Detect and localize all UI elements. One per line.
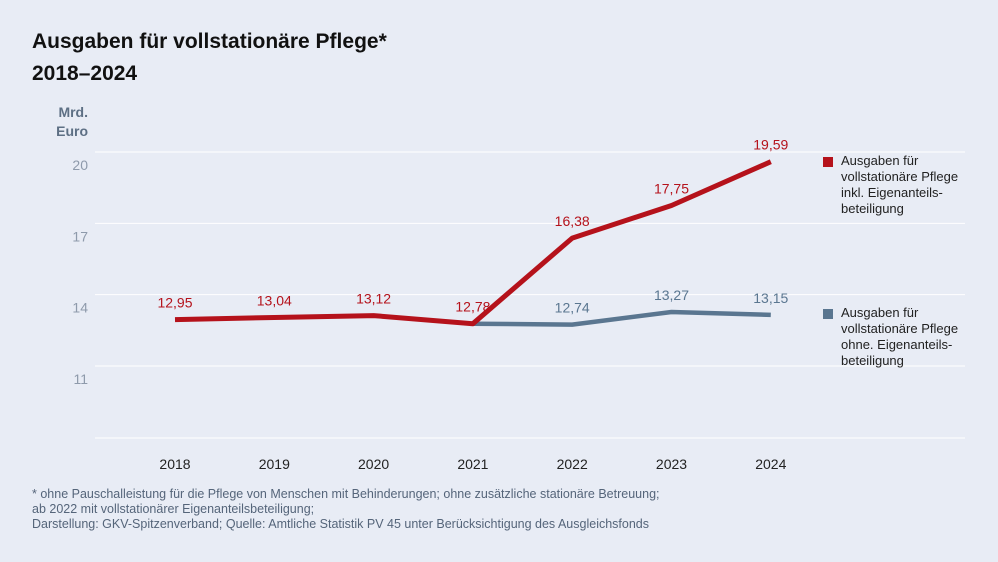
x-tick-label: 2020 [358,456,389,472]
legend-text: beteiligung [841,201,904,216]
data-label: 12,95 [157,295,192,311]
data-label: 17,75 [654,181,689,197]
x-tick-label: 2019 [259,456,290,472]
legend-item-ohne: Ausgaben für vollstationäre Pflege ohne.… [823,305,981,369]
series-line-inkl [174,159,772,327]
data-label: 19,59 [753,137,788,153]
y-tick-label: 14 [72,300,88,316]
legend-text: inkl. Eigenanteils- [841,185,943,200]
legend-text: Ausgaben für [841,153,919,168]
x-tick-label: 2018 [159,456,190,472]
y-axis-unit-line-1: Mrd. [58,104,88,120]
data-label: 13,04 [257,292,292,308]
footnote: * ohne Pauschalleistung für die Pflege v… [32,487,660,532]
chart-title: Ausgaben für vollstationäre Pflege* 2018… [32,26,387,90]
chart-subtitle-years: 2018–2024 [32,62,138,85]
data-label: 16,38 [555,213,590,229]
data-label: 12,78 [455,299,490,315]
x-tick-label: 2024 [755,456,786,472]
legend-text: vollstationäre Pflege [841,169,959,184]
footnote-line: Darstellung: GKV-Spitzenverband; Quelle:… [32,517,649,531]
x-tick-label: 2021 [457,456,488,472]
data-label: 12,74 [555,300,590,316]
series-line-ohne [472,309,771,327]
footnote-line: ab 2022 mit vollstationärer Eigenanteils… [32,502,315,516]
y-axis-unit-line-2: Euro [56,123,88,139]
x-tick-label: 2022 [557,456,588,472]
y-tick-label: 20 [72,157,88,173]
footnote-line: * ohne Pauschalleistung für die Pflege v… [32,487,660,501]
legend-text: vollstationäre Pflege [841,321,959,336]
legend-item-inkl: Ausgaben für vollstationäre Pflege inkl.… [823,153,981,217]
legend-text: Ausgaben für [841,305,919,320]
data-label: 13,12 [356,291,391,307]
y-tick-label: 17 [72,228,88,244]
chart-title-line-1: Ausgaben für vollstationäre Pflege* [32,30,387,53]
legend-text: ohne. Eigenanteils- [841,337,953,352]
legend-swatch-red [823,157,833,167]
legend-text: beteiligung [841,353,904,368]
y-tick-label: 11 [73,371,88,387]
data-label: 13,15 [753,290,788,306]
legend-swatch-blue [823,309,833,319]
x-tick-label: 2023 [656,456,687,472]
y-axis-unit: Mrd. Euro [40,103,88,141]
data-label: 13,27 [654,287,689,303]
